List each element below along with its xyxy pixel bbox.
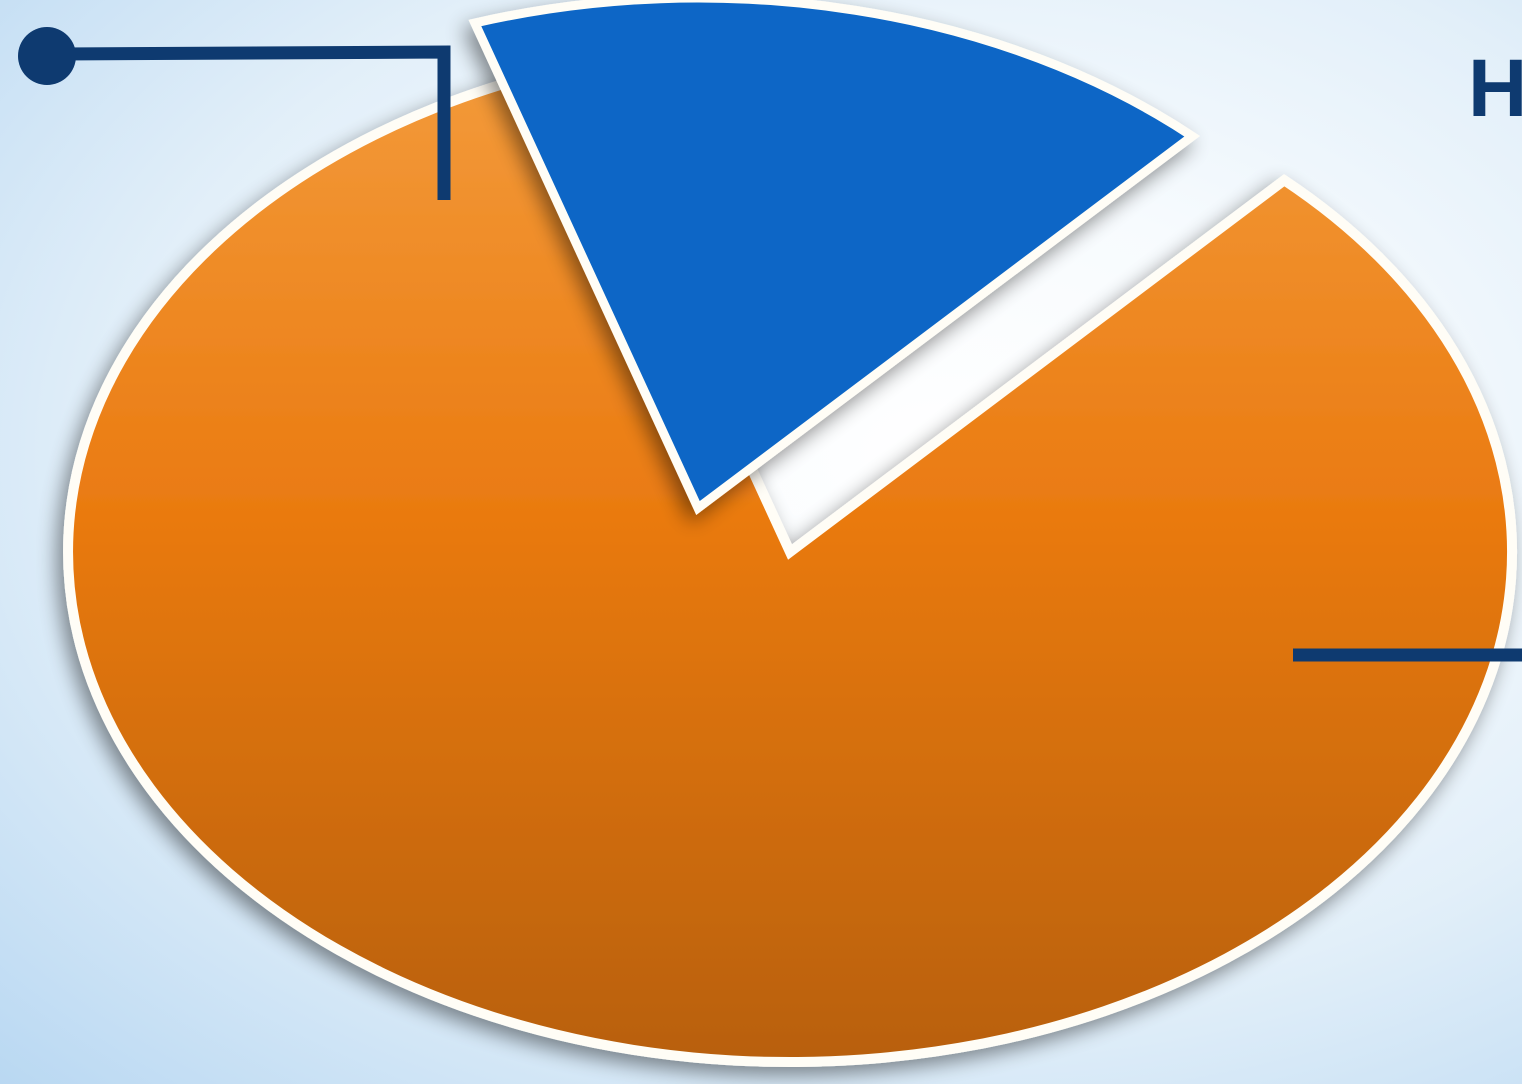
partial-heading: H	[1468, 43, 1522, 134]
callout-dot-blue-slice	[18, 27, 76, 85]
callout-line-blue-slice	[59, 45, 451, 200]
pie-slice-orange	[63, 61, 1517, 1067]
pie-slice-blue	[468, 0, 1200, 515]
